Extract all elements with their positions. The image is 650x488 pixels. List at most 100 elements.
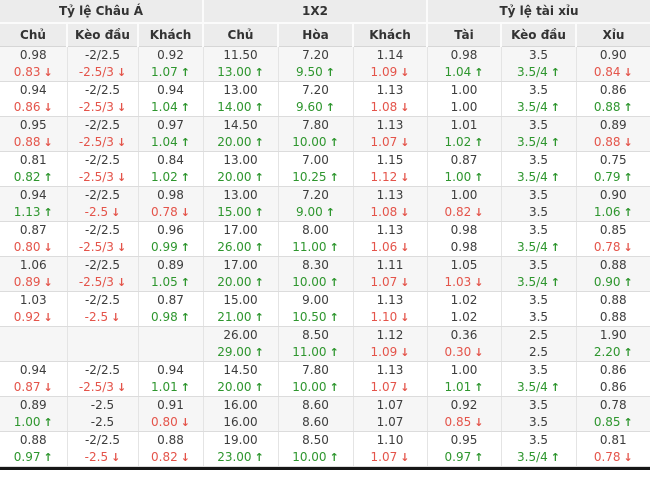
current-odds-cell: 0.86	[576, 379, 650, 397]
opening-odds-cell: 0.87	[0, 221, 68, 239]
current-odds-cell: 1.01 ↑	[138, 379, 204, 397]
current-odds-cell: 1.08 ↓	[353, 204, 428, 222]
odds-value: 0.97	[444, 450, 472, 464]
opening-odds-cell: 0.81	[599, 433, 627, 447]
current-odds-cell: 3.5/4 ↑	[501, 449, 577, 467]
opening-odds-cell: 26.00	[203, 326, 279, 344]
opening-odds-cell: 0.91	[138, 396, 204, 414]
odds-value: 26.00	[217, 240, 252, 254]
opening-odds-cell: 0.85	[599, 223, 627, 237]
opening-odds-cell: 1.05	[427, 256, 502, 274]
odds-value: 0.82	[13, 170, 41, 184]
opening-odds-cell: -2/2.5	[67, 46, 139, 64]
current-odds-cell: -2.5/3 ↓	[67, 134, 139, 152]
col-header-1x2-home: Chủ	[203, 23, 279, 47]
current-odds-cell: 1.09 ↓	[353, 64, 428, 82]
opening-odds-cell: 0.86	[599, 83, 627, 97]
odds-value: -2.5/3	[78, 240, 114, 254]
odds-value: 0.78	[593, 450, 621, 464]
opening-odds-cell: 7.80	[278, 116, 354, 134]
opening-odds-cell: 14.50	[203, 116, 279, 134]
opening-odds-cell: 0.98	[0, 46, 68, 64]
opening-odds-cell: 0.97	[138, 116, 204, 134]
odds-value: 1.00	[450, 100, 478, 114]
arrow-up-icon: ↑	[254, 206, 264, 219]
opening-odds-cell: 19.00	[203, 431, 279, 449]
current-odds-cell: 0.97 ↑	[0, 449, 68, 467]
arrow-down-icon: ↓	[43, 241, 53, 254]
current-odds-cell: 0.82 ↓	[427, 204, 502, 222]
odds-table-body: 0.98 -2/2.5 0.92 11.50 7.20 1.14 0.98 3.5 0.90 0.…	[0, 46, 650, 467]
opening-odds-cell: 0.88	[576, 256, 650, 274]
arrow-up-icon: ↑	[43, 416, 53, 429]
opening-odds-cell: -2/2.5	[67, 186, 139, 204]
opening-odds-cell: -2/2.5	[67, 291, 139, 309]
opening-odds-cell: -2/2.5	[67, 151, 139, 169]
opening-odds-cell: 2.5	[501, 326, 577, 344]
arrow-up-icon: ↑	[254, 171, 264, 184]
current-odds-cell: 1.01 ↑	[427, 379, 502, 397]
arrow-up-icon: ↑	[254, 241, 264, 254]
opening-odds-cell: 1.03	[0, 291, 68, 309]
current-odds-cell: 9.50 ↑	[278, 64, 354, 82]
current-odds-cell: 0.82 ↑	[0, 169, 68, 187]
opening-odds-cell: 1.14	[353, 46, 428, 64]
opening-odds-cell: 11.50	[203, 46, 279, 64]
odds-value: 1.00	[444, 170, 472, 184]
opening-odds-cell: 0.98	[427, 221, 502, 239]
odds-value: 0.88	[599, 310, 627, 324]
odds-value: 3.5/4	[517, 135, 548, 149]
odds-value: 3.5/4	[517, 380, 548, 394]
group-header-row: Tỷ lệ Châu Á 1X2 Tỷ lệ tài xỉu	[0, 0, 650, 24]
odds-table: Tỷ lệ Châu Á 1X2 Tỷ lệ tài xỉu Chủ Kèo đ…	[0, 0, 650, 467]
opening-odds-cell: 8.00	[278, 221, 354, 239]
arrow-down-icon: ↓	[400, 381, 410, 394]
arrow-up-icon: ↑	[550, 136, 560, 149]
opening-odds-cell: 3.5	[501, 186, 577, 204]
odds-value: -2.5	[84, 205, 109, 219]
current-odds-cell: 0.83 ↓	[0, 64, 68, 82]
current-odds-cell: -2.5/3 ↓	[67, 379, 139, 397]
opening-odds-cell: 9.00	[278, 291, 354, 309]
opening-odds-cell: 0.87	[138, 291, 204, 309]
odds-value: 0.87	[13, 380, 41, 394]
arrow-down-icon: ↓	[180, 206, 190, 219]
arrow-up-icon: ↑	[329, 171, 339, 184]
opening-odds-cell: 0.88	[0, 431, 68, 449]
current-odds-cell: 3.5/4 ↑	[501, 239, 577, 257]
arrow-down-icon: ↓	[623, 241, 633, 254]
current-odds-cell: 29.00 ↑	[203, 344, 279, 362]
current-odds-cell: 2.20 ↑	[576, 344, 650, 362]
opening-odds-cell: 1.07	[353, 396, 428, 414]
current-odds-cell: 3.5	[501, 204, 577, 222]
opening-odds-cell: 13.00	[203, 186, 279, 204]
current-odds-cell: 1.09 ↓	[353, 344, 428, 362]
opening-odds-cell: 0.90	[576, 46, 650, 64]
odds-value: 0.85	[593, 415, 621, 429]
odds-value: 0.97	[13, 450, 41, 464]
current-odds-cell: 1.13 ↑	[0, 204, 68, 222]
arrow-up-icon: ↑	[254, 66, 264, 79]
current-odds-cell: 10.00 ↑	[278, 134, 354, 152]
current-odds-cell: 1.04 ↑	[138, 134, 204, 152]
opening-odds-cell: 1.02	[427, 291, 502, 309]
current-odds-cell: 0.84 ↓	[576, 64, 650, 82]
opening-odds-cell: 0.81	[0, 151, 68, 169]
odds-value: 10.00	[292, 135, 327, 149]
odds-row-current: 0.87 ↓ -2.5/3 ↓ 1.01 ↑ 20.00 ↑ 10.00 ↑ 1.07 ↓ 1.01 ↑ 3…	[0, 379, 650, 397]
current-odds-cell: 26.00 ↑	[203, 239, 279, 257]
current-odds-cell: 1.08 ↓	[353, 99, 428, 117]
current-odds-cell: 1.02 ↑	[427, 134, 502, 152]
opening-odds-cell: 0.98	[138, 186, 204, 204]
current-odds-cell: 10.00 ↑	[278, 449, 354, 467]
opening-odds-cell: 1.13	[353, 291, 428, 309]
odds-value: 0.98	[450, 240, 478, 254]
arrow-down-icon: ↓	[116, 66, 127, 79]
odds-value: 13.00	[217, 65, 252, 79]
opening-odds-cell: 3.5	[501, 221, 577, 239]
arrow-down-icon: ↓	[474, 206, 484, 219]
arrow-down-icon: ↓	[400, 206, 410, 219]
col-header-ou-over: Tài	[427, 23, 503, 47]
arrow-down-icon: ↓	[116, 276, 127, 289]
arrow-up-icon: ↑	[550, 171, 560, 184]
